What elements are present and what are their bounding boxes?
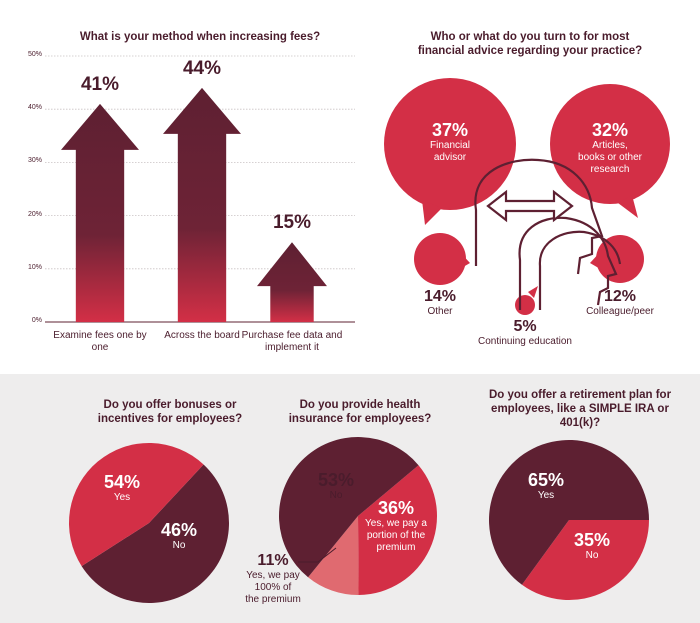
bubble-articles-tail: [618, 195, 638, 218]
pie2-slice: [279, 437, 419, 578]
pie2-title: Do you provide health insurance for empl…: [250, 398, 470, 426]
pie-percent: 35%: [573, 530, 611, 550]
pie-category-line: portion of the: [366, 530, 426, 541]
bar-arrow: [61, 103, 139, 322]
bubble-chart-svg: [384, 78, 670, 315]
pie-slice-label: 11% Yes, we pay 100% of the premium: [238, 552, 308, 606]
bubble-category-line: research: [590, 164, 630, 175]
bubble-category-line: Other: [427, 306, 453, 317]
pie-percent: 11%: [257, 552, 289, 569]
bar-value-label: 44%: [182, 57, 222, 79]
bubble-category-line: Financial: [429, 140, 471, 151]
bubble-other-tail: [458, 250, 470, 270]
bubble-category-line: Colleague/peer: [586, 306, 654, 317]
pie3-slice: [489, 440, 649, 585]
pie-slice-label: 46% No: [149, 520, 209, 552]
pie-slice-label: 65% Yes: [516, 470, 576, 502]
bubble-category-line: books or other: [578, 152, 642, 163]
bar-y-tick: 30%: [27, 157, 42, 165]
bubble-percent: 32%: [591, 120, 629, 140]
bubble-colleague-tail: [590, 250, 602, 270]
bar-category-label: Purchase fee data and implement it: [241, 330, 343, 353]
pie-percent: 36%: [377, 498, 415, 518]
pie1-title: Do you offer bonuses or incentives for e…: [60, 398, 280, 426]
double-arrow-icon: [486, 189, 574, 223]
pie3-title-line-2: employees, like a SIMPLE IRA or: [491, 403, 669, 415]
pie-slice-label: 36% Yes, we pay a portion of the premium: [356, 498, 436, 554]
bar-arrow: [163, 87, 241, 322]
pie1-slice: [81, 464, 229, 603]
bar-y-tick: 20%: [27, 210, 42, 218]
bar-chart-svg: [45, 55, 355, 323]
bubble-label: 12% Colleague/peer: [565, 288, 675, 318]
bubble-category-line: Continuing education: [478, 336, 572, 347]
bar-value-label: 15%: [272, 212, 312, 234]
bubble-label: 5% Continuing education: [445, 318, 605, 348]
pie-percent: 54%: [103, 472, 141, 492]
pie2-title-line-1: Do you provide health: [299, 399, 421, 411]
pie2-leader-line: [298, 547, 337, 563]
pie-category-line: 100% of: [254, 582, 292, 593]
pie-category-line: the premium: [245, 594, 301, 605]
bar-y-tick: 10%: [27, 263, 42, 271]
pie1-slice: [68, 442, 204, 567]
pie-category-line: Yes: [113, 492, 131, 503]
bubble-percent: 14%: [423, 288, 457, 305]
bubble-label: 32% Articles, books or other research: [550, 120, 670, 176]
bubble-title-line-1: Who or what do you turn to for most: [430, 31, 630, 43]
pie-category-line: No: [585, 550, 599, 561]
bar-chart-title: What is your method when increasing fees…: [79, 31, 321, 43]
bubble-percent: 5%: [513, 318, 537, 335]
bubble-articles-research: [550, 84, 670, 204]
bubble-continuing-tail: [528, 286, 538, 298]
bubble-financial-advisor: [384, 78, 516, 210]
pie-slice-label: 35% No: [562, 530, 622, 562]
pie2-title-line-2: insurance for employees?: [288, 413, 432, 425]
pie3-slice: [521, 520, 649, 600]
bar-y-tick: 0%: [31, 317, 42, 324]
bar-y-tick: 40%: [27, 104, 42, 112]
bubble-chart-title: Who or what do you turn to for most fina…: [370, 30, 690, 58]
bubble-percent: 37%: [431, 120, 469, 140]
bubble-financial-advisor-tail: [422, 200, 442, 225]
bubble-title-line-2: financial advice regarding your practice…: [417, 45, 643, 57]
pie-percent: 46%: [160, 520, 198, 540]
pie-percent: 53%: [317, 470, 355, 490]
pie-category-line: Yes, we pay a: [365, 518, 427, 529]
pie-slice-label: 53% No: [306, 470, 366, 502]
bar-y-tick: 50%: [27, 51, 42, 58]
pie3-title: Do you offer a retirement plan for emplo…: [465, 388, 695, 430]
bubble-category-line: Articles,: [592, 140, 628, 151]
bar-category-label: Across the board: [164, 330, 240, 341]
bar-arrow: [257, 242, 327, 322]
pie1-title-line-2: incentives for employees?: [97, 413, 243, 425]
bubble-other: [414, 233, 466, 285]
bubble-label: 37% Financial advisor: [390, 120, 510, 164]
bar-value-label: 41%: [80, 73, 120, 95]
pie-category-line: No: [329, 490, 343, 501]
pie3-title-line-3: 401(k)?: [559, 417, 601, 429]
pie2-slice: [308, 516, 359, 595]
pie-percent: 65%: [527, 470, 565, 490]
pie-category-line: Yes: [537, 490, 555, 501]
pie2-slice: [358, 465, 437, 595]
bubble-label: 14% Other: [395, 288, 485, 318]
pie-slice-label: 54% Yes: [92, 472, 152, 504]
pie-category-line: premium: [376, 542, 416, 553]
pie3-title-line-1: Do you offer a retirement plan for: [488, 389, 672, 401]
bar-category-label: Examine fees one by one: [53, 330, 147, 353]
pie-category-line: No: [172, 540, 186, 551]
bubble-percent: 12%: [603, 288, 637, 305]
pie1-title-line-1: Do you offer bonuses or: [103, 399, 237, 411]
bubble-category-line: advisor: [433, 152, 467, 163]
pie-category-line: Yes, we pay: [246, 570, 300, 581]
head-profiles-illustration: [474, 158, 622, 310]
